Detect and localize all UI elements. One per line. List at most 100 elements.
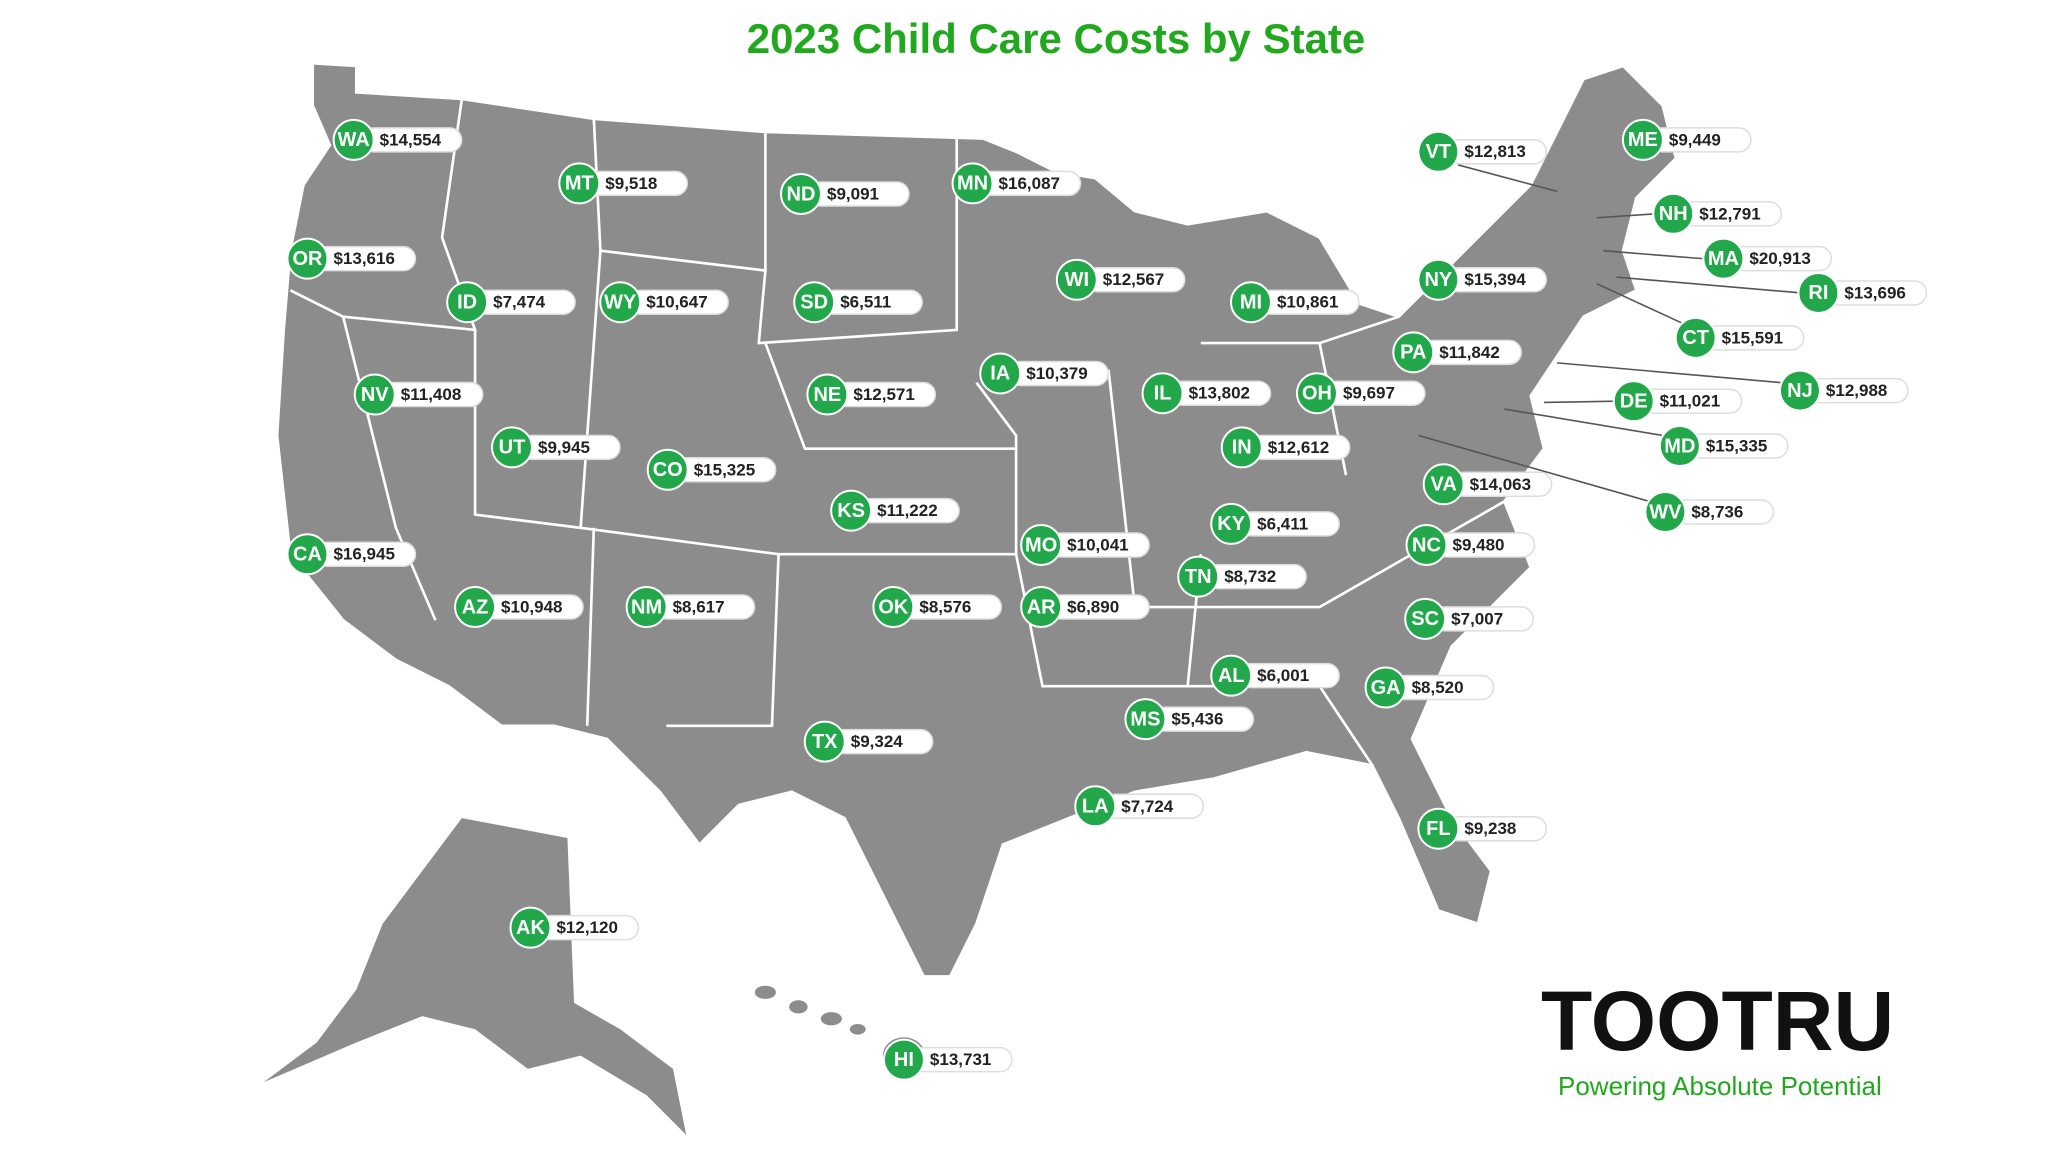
state-cost: $8,576 (919, 598, 971, 617)
state-cost: $7,474 (493, 293, 546, 312)
state-cost: $11,222 (877, 501, 938, 520)
state-cost: $12,612 (1268, 438, 1329, 457)
state-cost: $12,791 (1699, 204, 1760, 223)
state-badge (1020, 586, 1063, 629)
state-cost: $7,724 (1121, 797, 1174, 816)
state-cost: $5,436 (1171, 710, 1223, 729)
state-cost: $8,732 (1224, 567, 1276, 586)
state-code: WA (338, 129, 370, 151)
state-badge (1404, 597, 1447, 640)
state-code: ID (457, 291, 477, 313)
state-badge (979, 352, 1022, 395)
state-code: TN (1185, 566, 1212, 588)
state-cost: $10,861 (1277, 293, 1338, 312)
state-badge (509, 906, 552, 949)
state-cost: $11,021 (1660, 392, 1721, 411)
state-code: PA (1400, 342, 1426, 364)
state-code: MN (957, 173, 988, 195)
state-badge (1417, 258, 1460, 301)
state-cost: $10,647 (646, 293, 707, 312)
state-cost: $10,379 (1026, 364, 1087, 383)
state-code: CT (1682, 327, 1709, 349)
state-badge (830, 489, 873, 532)
state-badge (882, 1038, 925, 1081)
state-code: UT (499, 437, 526, 459)
state-code: RI (1808, 282, 1828, 304)
state-code: SC (1411, 608, 1439, 630)
state-badge (1612, 380, 1655, 423)
state-code: OH (1302, 383, 1332, 405)
state-code: KY (1217, 513, 1245, 535)
state-cost: $16,945 (333, 545, 394, 564)
state-code: AK (516, 917, 545, 939)
state-badge (446, 281, 489, 324)
state-cost: $9,697 (1343, 384, 1395, 403)
state-cost: $15,335 (1706, 437, 1767, 456)
state-badge (1074, 785, 1117, 828)
state-code: AR (1027, 596, 1056, 618)
state-cost: $14,554 (380, 130, 442, 149)
leader-lines (1418, 164, 1802, 503)
state-badge (491, 426, 534, 469)
state-code: SD (800, 291, 828, 313)
state-code: NY (1424, 269, 1452, 291)
state-badge (1210, 502, 1253, 545)
state-badge (625, 586, 668, 629)
state-code: MA (1708, 248, 1739, 270)
state-badge (1417, 807, 1460, 850)
state-badge (1210, 654, 1253, 697)
state-code: IN (1232, 437, 1252, 459)
state-cost: $6,411 (1257, 514, 1308, 533)
state-cost: $12,813 (1464, 142, 1525, 161)
state-badge (332, 118, 375, 161)
state-cost: $9,449 (1669, 130, 1721, 149)
state-code: IA (990, 363, 1010, 385)
state-badge (806, 373, 849, 416)
state-code: IL (1154, 383, 1172, 405)
state-cost: $12,120 (556, 918, 617, 937)
state-cost: $12,571 (853, 385, 914, 404)
state-badge (1124, 698, 1167, 741)
state-code: LA (1082, 796, 1109, 818)
state-code: OR (292, 248, 323, 270)
state-cost: $9,324 (851, 732, 904, 751)
state-badge (1658, 425, 1701, 468)
state-badge (1295, 372, 1338, 415)
state-badge (1405, 523, 1448, 566)
state-badge (1229, 281, 1272, 324)
state-cost: $13,696 (1844, 283, 1905, 302)
state-code: WI (1065, 269, 1089, 291)
state-code: AL (1218, 665, 1245, 687)
state-cost: $9,238 (1464, 819, 1516, 838)
state-badge (1644, 491, 1687, 534)
alaska (263, 818, 687, 1135)
state-badge (353, 373, 396, 416)
state-code: NV (361, 384, 389, 406)
state-code: VA (1430, 474, 1456, 496)
state-badge (286, 237, 329, 280)
state-cost: $9,945 (538, 438, 590, 457)
state-badge (951, 162, 994, 205)
state-badge (286, 533, 329, 576)
state-cost: $9,091 (827, 184, 879, 203)
state-cost: $15,591 (1722, 328, 1783, 347)
state-cost: $16,087 (999, 174, 1060, 193)
state-badge (1652, 192, 1695, 235)
state-cost: $14,063 (1470, 475, 1531, 494)
state-badge (803, 720, 846, 763)
state-code: TX (812, 731, 838, 753)
state-cost: $15,394 (1464, 270, 1526, 289)
state-code: DE (1620, 390, 1648, 412)
state-code: MT (565, 173, 594, 195)
state-code: MO (1025, 534, 1057, 556)
state-cost: $20,913 (1749, 249, 1810, 268)
state-code: MD (1664, 435, 1695, 457)
state-code: VT (1426, 141, 1452, 163)
state-badge (1702, 237, 1745, 280)
state-code: NJ (1787, 380, 1813, 402)
state-badge (1364, 666, 1407, 709)
state-badge (872, 586, 915, 629)
state-code: ME (1628, 129, 1658, 151)
state-badge (779, 172, 822, 215)
